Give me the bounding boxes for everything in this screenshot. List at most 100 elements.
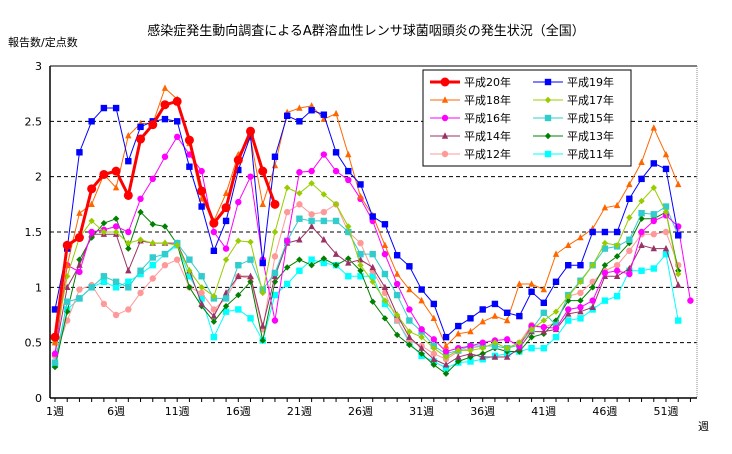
data-point — [235, 166, 242, 174]
data-point — [123, 190, 133, 200]
legend-marker — [544, 132, 552, 140]
data-point — [112, 311, 120, 319]
data-point — [161, 84, 169, 91]
legend-marker — [441, 114, 449, 122]
data-point — [479, 339, 486, 346]
data-point — [210, 292, 218, 300]
legend-item: 平成19年 — [533, 75, 614, 89]
series-平成19年 — [51, 104, 682, 341]
data-point — [528, 345, 535, 352]
data-point — [271, 269, 279, 277]
data-point — [613, 253, 621, 260]
data-point — [503, 336, 511, 343]
data-point — [320, 111, 328, 118]
data-point — [88, 217, 95, 225]
data-point — [565, 262, 572, 269]
legend-marker — [441, 96, 449, 103]
data-point — [552, 278, 560, 285]
data-point — [601, 262, 609, 269]
legend-item: 平成20年 — [430, 75, 511, 89]
data-point — [259, 337, 266, 344]
data-point — [418, 333, 425, 341]
data-point — [332, 262, 340, 269]
series-line — [54, 211, 679, 375]
legend-marker — [441, 150, 449, 158]
data-point — [271, 153, 279, 160]
data-point — [308, 211, 315, 218]
legend-marker — [441, 132, 449, 139]
data-point — [198, 295, 205, 302]
data-point — [283, 237, 291, 245]
data-point — [650, 231, 657, 238]
data-point — [601, 297, 609, 304]
data-point — [650, 124, 657, 131]
y-tick-label: 0.5 — [25, 337, 43, 350]
x-tick-label: 1週 — [46, 405, 64, 418]
data-point — [613, 267, 621, 274]
data-point — [320, 255, 328, 262]
data-point — [381, 241, 389, 248]
data-point — [491, 300, 499, 308]
legend-marker — [544, 78, 552, 86]
data-point — [662, 212, 670, 219]
data-point — [64, 298, 71, 305]
data-point — [479, 317, 486, 325]
data-point — [125, 306, 132, 313]
data-point — [638, 209, 645, 217]
data-point — [516, 312, 523, 320]
data-point — [393, 291, 401, 299]
data-point — [503, 309, 511, 316]
grid — [50, 120, 697, 344]
data-point — [125, 284, 132, 291]
data-point — [601, 245, 609, 252]
data-point — [479, 353, 486, 360]
data-point — [516, 339, 523, 346]
data-point — [577, 307, 584, 315]
data-point — [638, 158, 645, 165]
data-point — [552, 250, 560, 257]
data-point — [246, 126, 256, 136]
data-point — [638, 241, 645, 248]
data-point — [675, 232, 682, 239]
data-point — [393, 280, 401, 288]
data-point — [125, 245, 132, 252]
data-point — [357, 250, 364, 258]
data-point — [320, 236, 328, 243]
data-point — [577, 289, 584, 297]
x-tick-label: 16週 — [226, 405, 251, 418]
data-point — [259, 200, 266, 208]
data-point — [296, 201, 303, 208]
data-point — [381, 250, 389, 258]
data-point — [247, 315, 254, 322]
data-point — [125, 239, 132, 247]
data-point — [638, 267, 645, 274]
data-point — [149, 221, 156, 228]
data-point — [283, 208, 291, 216]
data-point — [577, 304, 584, 311]
data-point — [100, 228, 108, 236]
data-point — [137, 208, 144, 216]
data-point — [638, 228, 645, 236]
legend-item: 平成17年 — [533, 93, 614, 107]
data-point — [332, 201, 340, 208]
data-point — [675, 281, 682, 288]
data-point — [613, 292, 621, 300]
data-point — [137, 289, 144, 297]
data-point — [467, 315, 474, 322]
legend-marker — [544, 150, 552, 158]
legend-marker — [440, 77, 450, 87]
data-point — [345, 273, 352, 280]
data-point — [540, 309, 547, 316]
data-point — [467, 342, 474, 350]
data-point — [650, 160, 657, 167]
data-point — [613, 201, 621, 209]
data-point — [577, 315, 584, 322]
data-point — [552, 333, 560, 341]
data-point — [308, 222, 315, 230]
data-point — [662, 208, 670, 216]
data-point — [626, 214, 633, 221]
data-point — [100, 273, 108, 280]
data-point — [112, 284, 120, 291]
data-point — [209, 218, 219, 228]
